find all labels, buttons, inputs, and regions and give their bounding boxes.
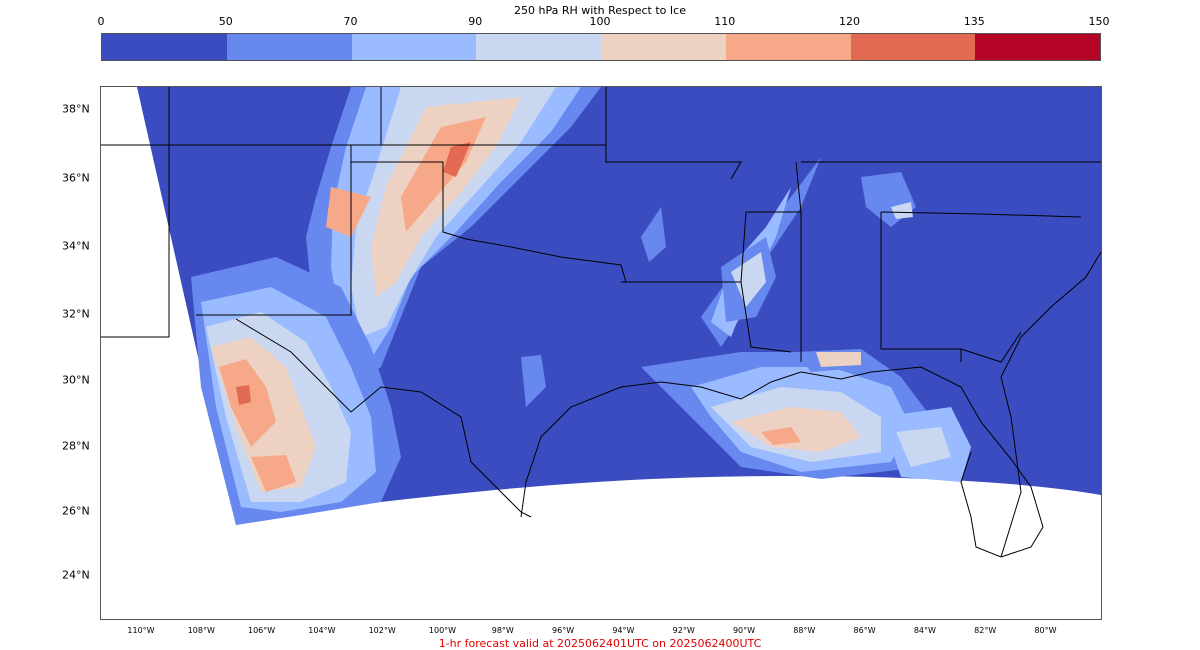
map-panel — [100, 86, 1102, 620]
colorbar-tick-label: 0 — [97, 15, 105, 28]
longitude-label: 108°W — [187, 626, 215, 635]
colorbar-tick-label: 110 — [714, 15, 736, 28]
colorbar-tick-label: 120 — [839, 15, 860, 28]
latitude-label: 34°N — [62, 239, 90, 253]
latitude-label: 28°N — [62, 439, 90, 453]
latitude-label: 36°N — [62, 171, 90, 185]
longitude-label: 96°W — [552, 626, 575, 635]
longitude-label: 92°W — [672, 626, 695, 635]
forecast-valid-caption: 1-hr forecast valid at 2025062401UTC on … — [438, 637, 762, 650]
state-borders — [101, 87, 1101, 363]
colorbar-segment — [975, 34, 1100, 60]
colorbar — [101, 33, 1101, 61]
longitude-label: 84°W — [913, 626, 936, 635]
longitude-label: 110°W — [127, 626, 155, 635]
colorbar-segment — [850, 34, 976, 60]
colorbar-tick-label: 90 — [468, 15, 483, 28]
longitude-label: 88°W — [793, 626, 816, 635]
longitude-label: 102°W — [368, 626, 396, 635]
colorbar-tick-label: 70 — [343, 15, 358, 28]
longitude-label: 100°W — [428, 626, 457, 635]
colorbar-tick-label: 100 — [589, 15, 611, 28]
longitude-label: 98°W — [491, 626, 514, 635]
colorbar-segment — [102, 34, 227, 60]
latitude-label: 32°N — [62, 307, 90, 321]
longitude-label: 94°W — [612, 626, 635, 635]
coastline — [235, 251, 1101, 558]
colorbar-segment — [476, 34, 601, 60]
colorbar-title: 250 hPa RH with Respect to Ice — [514, 4, 686, 17]
colorbar-tick-label: 135 — [963, 15, 985, 28]
longitude-label: 106°W — [248, 626, 276, 635]
colorbar-segment — [351, 34, 477, 60]
colorbar-segment — [226, 34, 352, 60]
longitude-label: 80°W — [1034, 626, 1057, 635]
longitude-label: 90°W — [732, 626, 756, 635]
latitude-label: 24°N — [62, 568, 90, 582]
latitude-label: 38°N — [62, 102, 90, 116]
longitude-label: 82°W — [974, 626, 997, 635]
longitude-label: 104°W — [308, 626, 336, 635]
moist-region-mississippi — [641, 157, 821, 347]
map-svg — [101, 87, 1101, 558]
longitude-label: 86°W — [853, 626, 876, 635]
latitude-label: 30°N — [62, 373, 90, 387]
colorbar-tick-label: 50 — [218, 15, 233, 28]
colorbar-tick-label: 150 — [1088, 15, 1110, 28]
colorbar-segment — [601, 34, 726, 60]
moist-region-gulf — [521, 172, 971, 482]
colorbar-segment — [725, 34, 851, 60]
latitude-label: 26°N — [62, 504, 90, 518]
